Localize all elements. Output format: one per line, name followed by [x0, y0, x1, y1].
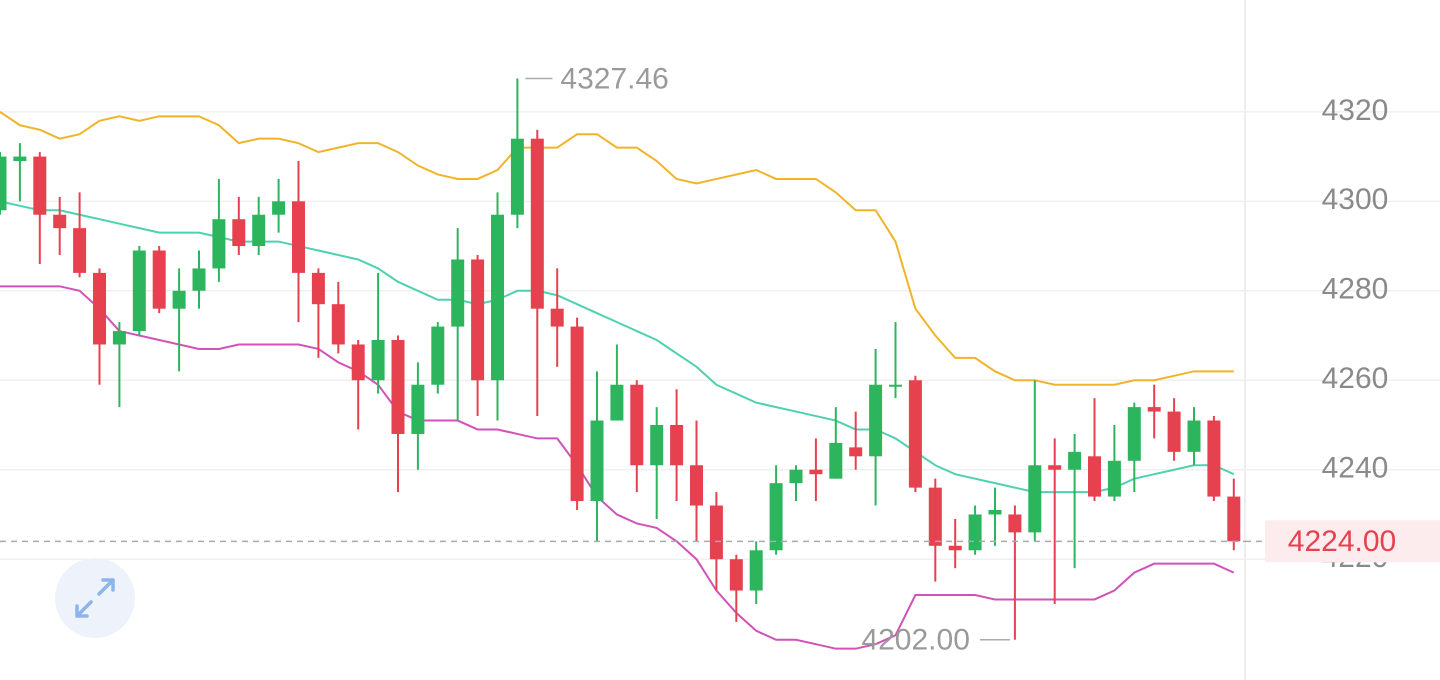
candle-body — [371, 340, 385, 381]
candle-body — [232, 219, 246, 247]
candle-body — [73, 228, 87, 273]
candle-body — [570, 326, 584, 502]
candle-body — [172, 290, 186, 309]
candle-body — [729, 559, 743, 591]
candle-body — [331, 304, 345, 345]
candle-body — [132, 250, 146, 332]
candle-body — [471, 259, 485, 381]
band-line — [0, 200, 1235, 494]
candle-body — [590, 420, 604, 502]
candle-body — [809, 469, 823, 475]
candle-body — [33, 156, 47, 215]
candle-body — [292, 201, 305, 273]
expand-button[interactable] — [55, 558, 135, 638]
candle-body — [690, 465, 703, 506]
candle-body — [1227, 496, 1241, 542]
candle-body — [789, 469, 803, 484]
candle-body — [630, 384, 644, 466]
price-badge — [1265, 520, 1440, 563]
y-tick-label: 4280 — [1322, 273, 1389, 306]
candle-body — [431, 326, 445, 385]
candle-body — [889, 384, 902, 387]
candle-body — [610, 384, 624, 421]
candle-body — [530, 138, 544, 309]
candle-body — [1068, 451, 1082, 470]
candle-body — [491, 214, 504, 381]
candle-body — [1028, 465, 1042, 533]
grid — [0, 111, 1440, 560]
band-line — [0, 285, 1235, 650]
candle-body — [351, 344, 365, 381]
candle-body — [411, 384, 425, 434]
candle-body — [968, 514, 982, 551]
candle-body — [93, 272, 106, 345]
candle-body — [650, 425, 664, 466]
candle-body — [272, 201, 286, 215]
candle-body — [550, 308, 564, 327]
candle-body — [769, 483, 783, 551]
candle-body — [908, 380, 922, 488]
y-tick-label: 4260 — [1322, 362, 1389, 395]
candle-body — [53, 214, 67, 229]
annotation-label: 4202.00 — [861, 624, 969, 657]
candle-body — [252, 214, 266, 247]
candle-body — [391, 340, 405, 434]
candle-body — [709, 505, 723, 560]
y-tick-label: 4240 — [1322, 452, 1389, 485]
candle-body — [1187, 420, 1201, 452]
candle-body — [152, 250, 166, 309]
candle-body — [1127, 407, 1141, 461]
candle-body — [1167, 411, 1181, 452]
candle-body — [192, 268, 206, 291]
candle-body — [1048, 465, 1062, 470]
candle-body — [212, 219, 226, 269]
plot-area — [0, 78, 1245, 650]
candle-body — [829, 442, 843, 479]
candle-body — [849, 447, 863, 457]
y-axis: 422042404260428043004320 — [1322, 94, 1389, 574]
candle-body — [1147, 407, 1161, 412]
y-tick-label: 4300 — [1322, 183, 1389, 216]
candle-body — [1008, 514, 1022, 533]
candle-body — [0, 156, 7, 211]
band-line — [0, 111, 1234, 386]
candle-body — [670, 425, 684, 466]
candle-body — [112, 331, 126, 345]
candle-body — [1207, 420, 1221, 497]
candle-body — [13, 156, 27, 162]
price-label: 4224.00 — [1288, 525, 1396, 558]
candle-body — [869, 384, 883, 457]
candle-body — [510, 138, 524, 215]
candle-body — [988, 510, 1002, 515]
candle-body — [451, 259, 465, 327]
y-tick-label: 4320 — [1322, 94, 1389, 127]
annotation-label: 4327.46 — [560, 62, 668, 95]
candle-body — [1088, 456, 1101, 497]
candle-body — [311, 272, 325, 305]
candle-body — [928, 487, 942, 546]
candle-body — [948, 545, 962, 551]
candle-body — [749, 550, 763, 591]
candle-body — [1107, 460, 1121, 497]
